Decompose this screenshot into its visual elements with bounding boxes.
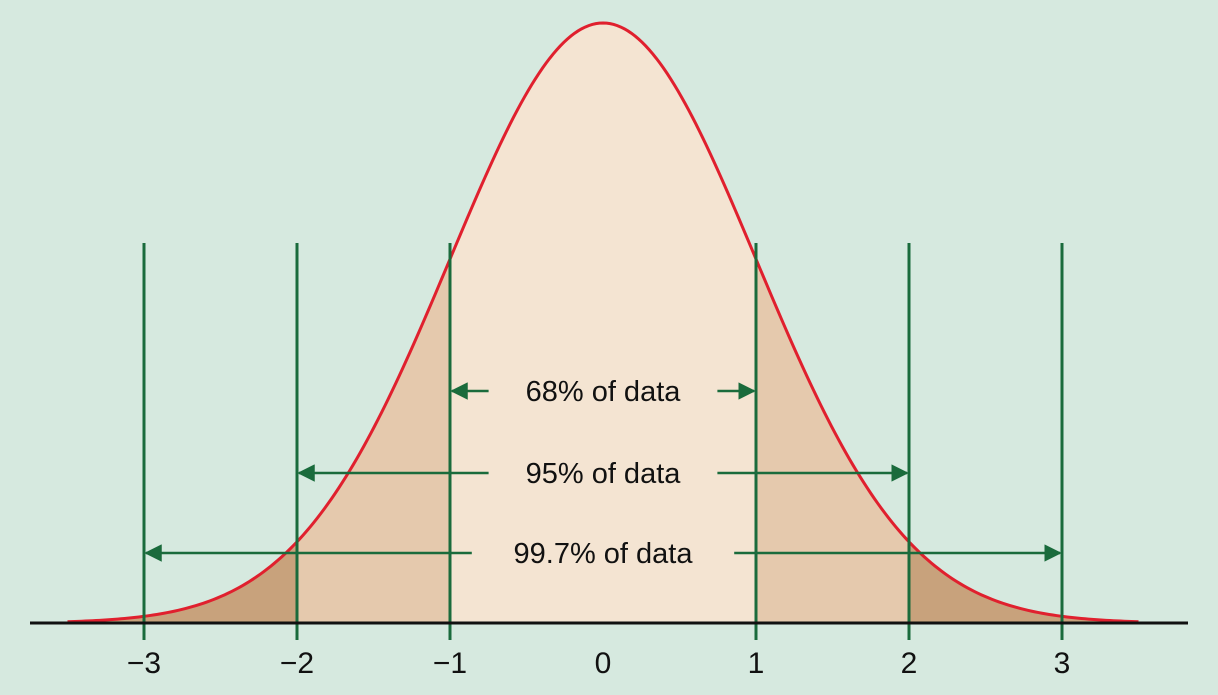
region-inner bbox=[450, 23, 756, 623]
band-99.7: 99.7% of data bbox=[144, 538, 1062, 570]
normal-curve-line bbox=[67, 21, 1139, 624]
band-label: 95% of data bbox=[526, 458, 682, 490]
x-tick-labels: −3 −2 −1 0 1 2 3 bbox=[127, 647, 1070, 680]
x-tick-label: −2 bbox=[280, 647, 314, 680]
band-label: 68% of data bbox=[526, 376, 682, 408]
percent-bands: 68% of data 95% of data 99.7% of data bbox=[144, 376, 1062, 570]
curve-layer bbox=[67, 21, 1139, 624]
x-tick-label: 2 bbox=[901, 647, 918, 680]
region-outer-left bbox=[67, 541, 297, 623]
x-tick-label: −1 bbox=[433, 647, 467, 680]
sigma-guide-lines bbox=[142, 243, 1064, 640]
x-tick-label: 0 bbox=[595, 647, 612, 680]
x-tick-label: 1 bbox=[748, 647, 765, 680]
x-tick-label: 3 bbox=[1054, 647, 1071, 680]
band-68: 68% of data bbox=[450, 376, 756, 408]
band-label: 99.7% of data bbox=[514, 538, 694, 570]
band-95: 95% of data bbox=[297, 458, 909, 490]
x-tick-label: −3 bbox=[127, 647, 161, 680]
region-outer-right bbox=[909, 541, 1139, 623]
